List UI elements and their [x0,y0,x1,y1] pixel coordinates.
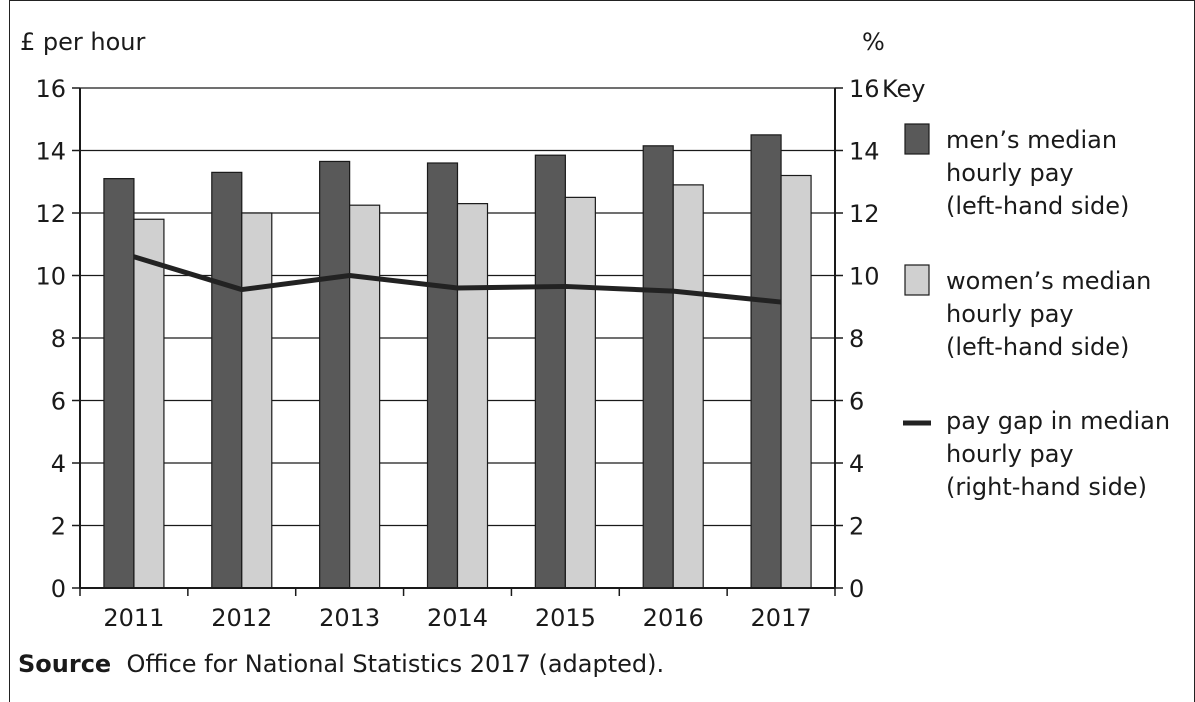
left-axis-label: £ per hour [20,28,146,56]
source-label: Source [18,650,112,678]
legend-label: (left-hand side) [946,192,1129,220]
right-tick-label: 6 [849,388,864,416]
legend-label: (left-hand side) [946,333,1129,361]
bar-men [534,154,566,589]
left-tick-label: 2 [51,513,66,541]
right-tick-label: 12 [849,200,880,228]
source-text: Office for National Statistics 2017 (ada… [126,650,665,678]
legend-swatch-women [904,264,930,296]
bars [103,134,812,589]
left-tick-label: 10 [35,263,66,291]
right-tick-label: 14 [849,138,880,166]
left-tick-label: 8 [51,325,66,353]
bar-men [750,134,782,589]
chart: 0 0 2 2 4 4 6 6 8 8 10 10 12 12 14 14 16 16 2011 2012 2013 20… [20,28,1170,632]
left-tick-label: 0 [51,575,66,603]
pay-gap-line [133,254,782,305]
x-tick-label: 2011 [103,604,164,632]
bar-men [211,171,243,589]
x-tick-label: 2012 [211,604,272,632]
legend: Key men’s median hourly pay (left-hand side… [882,75,1170,501]
bar-women [349,204,381,589]
x-tick-label: 2016 [643,604,704,632]
bar-women [133,218,165,589]
left-tick-label: 4 [51,450,66,478]
legend-label: hourly pay [946,440,1074,468]
bar-women [241,212,273,589]
legend-label: women’s median [946,267,1151,295]
right-axis-label: % [862,28,885,56]
legend-title: Key [882,75,926,103]
x-tick-label: 2013 [319,604,380,632]
ticks: 0 0 2 2 4 4 6 6 8 8 10 10 12 12 14 14 16 16 2011 2012 2013 20… [35,75,879,632]
legend-label: pay gap in median [946,407,1170,435]
bar-men [426,162,459,589]
right-tick-label: 16 [849,75,880,103]
right-tick-label: 4 [849,450,864,478]
x-tick-label: 2015 [535,604,596,632]
pay-gap-line-path [133,254,782,305]
left-tick-label: 16 [35,75,66,103]
bar-men [319,160,351,589]
bar-women [672,184,704,589]
legend-label: (right-hand side) [946,473,1147,501]
legend-label: hourly pay [946,300,1074,328]
bar-men [103,178,135,589]
source-note: Source Office for National Statistics 20… [18,650,664,678]
legend-label: hourly pay [946,159,1074,187]
bar-women [456,203,489,589]
bar-women [780,174,812,589]
left-tick-label: 12 [35,200,66,228]
x-tick-label: 2014 [427,604,488,632]
legend-label: men’s median [946,126,1117,154]
x-tick-label: 2017 [751,604,812,632]
right-tick-label: 10 [849,263,880,291]
legend-swatch-men [904,123,930,155]
left-tick-label: 6 [51,388,66,416]
right-tick-label: 0 [849,575,864,603]
right-tick-label: 8 [849,325,864,353]
bar-women [564,196,596,589]
right-tick-label: 2 [849,513,864,541]
bar-men [642,145,674,589]
left-tick-label: 14 [35,138,66,166]
